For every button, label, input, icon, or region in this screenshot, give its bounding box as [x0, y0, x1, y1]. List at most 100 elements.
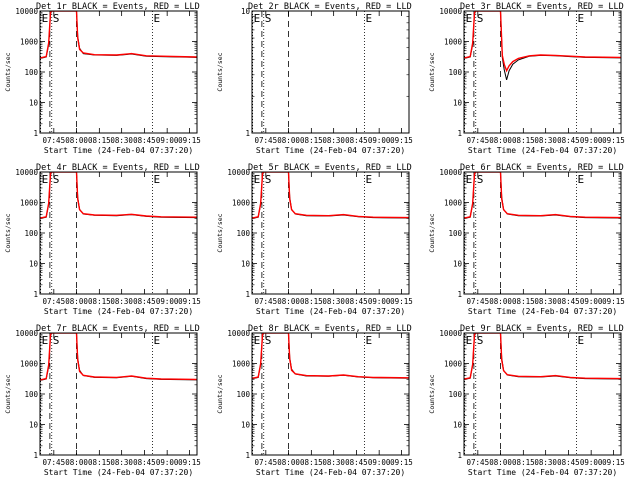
plot-frame — [39, 171, 198, 295]
x-tick-label: 09:15 — [390, 297, 413, 306]
x-tick-label: 08:00 — [489, 297, 512, 306]
x-tick-label: 08:00 — [65, 458, 88, 467]
x-tick-label: 07:45 — [43, 297, 66, 306]
marker-label: E — [153, 12, 160, 25]
y-tick-label: 1 — [33, 129, 38, 138]
y-tick-label: 10 — [241, 421, 251, 430]
x-tick-label: 08:45 — [345, 297, 368, 306]
x-tick-label: 08:30 — [322, 458, 345, 467]
series-lld — [252, 333, 409, 379]
marker-label: E — [254, 173, 261, 186]
marker-label: S — [265, 12, 272, 25]
y-tick-label: 1000 — [20, 360, 39, 369]
y-tick-label: 10 — [241, 7, 251, 16]
marker-label: S — [53, 334, 60, 347]
y-tick-label: 10 — [29, 421, 39, 430]
y-tick-label: 10000 — [439, 7, 462, 16]
x-tick-label: 09:15 — [178, 297, 201, 306]
series-lld — [40, 333, 197, 381]
series-events — [464, 333, 621, 380]
x-tick-label: 08:45 — [345, 458, 368, 467]
panel-det-6: Det 6r BLACK = Events, RED = LLD Counts/s… — [428, 163, 625, 316]
x-tick-label: 08:30 — [110, 458, 133, 467]
x-tick-label: 08:15 — [512, 458, 535, 467]
y-tick-label: 10000 — [439, 329, 462, 338]
marker-label: E — [254, 334, 261, 347]
x-tick-label: 09:15 — [602, 297, 625, 306]
plot-frame — [251, 10, 410, 134]
panel-title: Det 1r BLACK = Events, RED = LLD — [36, 2, 200, 12]
series-lld — [252, 172, 409, 219]
y-axis-label: Counts/sec — [216, 52, 224, 91]
y-tick-label: 100 — [448, 229, 462, 238]
x-axis-label: Start Time (24-Feb-04 07:37:20) — [44, 468, 193, 477]
panel-title: Det 2r BLACK = Events, RED = LLD — [248, 2, 412, 12]
panel-det-5: Det 5r BLACK = Events, RED = LLD Counts/s… — [216, 163, 413, 316]
plot-frame — [463, 171, 622, 295]
marker-label: S — [477, 334, 484, 347]
y-tick-label: 1000 — [20, 38, 39, 47]
marker-label: E — [42, 12, 49, 25]
marker-label: S — [477, 173, 484, 186]
y-tick-label: 10000 — [15, 7, 38, 16]
x-tick-label: 09:15 — [178, 458, 201, 467]
x-tick-label: 08:45 — [133, 458, 156, 467]
y-tick-label: 10000 — [227, 168, 250, 177]
x-axis-label: Start Time (24-Feb-04 07:37:20) — [468, 146, 617, 155]
panel-title: Det 8r BLACK = Events, RED = LLD — [248, 324, 412, 334]
series-events — [40, 11, 197, 59]
x-tick-label: 09:00 — [156, 136, 179, 145]
x-tick-label: 08:15 — [88, 458, 111, 467]
series-events — [252, 172, 409, 219]
y-tick-label: 10 — [453, 99, 463, 108]
marker-label: S — [265, 334, 272, 347]
y-tick-label: 10000 — [439, 168, 462, 177]
marker-label: E — [42, 334, 49, 347]
x-tick-label: 08:30 — [534, 297, 557, 306]
series-events — [464, 172, 621, 219]
series-lld — [40, 172, 197, 219]
x-tick-label: 08:00 — [65, 297, 88, 306]
x-tick-label: 08:00 — [277, 458, 300, 467]
x-tick-label: 08:00 — [65, 136, 88, 145]
plot-frame — [463, 332, 622, 456]
plot-frame — [39, 10, 198, 134]
y-tick-label: 100 — [236, 229, 250, 238]
y-tick-label: 100 — [24, 390, 38, 399]
y-axis-label: Counts/sec — [216, 374, 224, 413]
series-lld — [464, 172, 621, 219]
x-tick-label: 07:45 — [43, 136, 66, 145]
panel-det-8: Det 8r BLACK = Events, RED = LLD Counts/s… — [216, 324, 413, 477]
y-tick-label: 100 — [24, 229, 38, 238]
x-tick-label: 08:15 — [300, 458, 323, 467]
x-tick-label: 09:00 — [580, 458, 603, 467]
y-axis-label: Counts/sec — [428, 52, 436, 91]
x-axis-label: Start Time (24-Feb-04 07:37:20) — [468, 468, 617, 477]
x-axis-label: Start Time (24-Feb-04 07:37:20) — [256, 146, 405, 155]
marker-label: E — [466, 12, 473, 25]
x-tick-label: 08:30 — [110, 136, 133, 145]
y-axis-label: Counts/sec — [428, 213, 436, 252]
panel-det-1: Det 1r BLACK = Events, RED = LLD Counts/s… — [4, 2, 201, 155]
y-tick-label: 1000 — [232, 360, 251, 369]
panel-title: Det 5r BLACK = Events, RED = LLD — [248, 163, 412, 173]
marker-label: E — [365, 173, 372, 186]
y-axis-label: Counts/sec — [428, 374, 436, 413]
y-axis-label: Counts/sec — [4, 374, 12, 413]
marker-label: S — [265, 173, 272, 186]
y-tick-label: 10 — [29, 99, 39, 108]
panel-title: Det 6r BLACK = Events, RED = LLD — [460, 163, 624, 173]
panel-title: Det 7r BLACK = Events, RED = LLD — [36, 324, 200, 334]
y-tick-label: 10000 — [15, 168, 38, 177]
y-tick-label: 1000 — [20, 199, 39, 208]
x-tick-label: 08:00 — [277, 297, 300, 306]
x-axis-label: Start Time (24-Feb-04 07:37:20) — [44, 307, 193, 316]
y-tick-label: 1 — [33, 451, 38, 460]
x-tick-label: 08:30 — [534, 458, 557, 467]
x-tick-label: 08:15 — [512, 297, 535, 306]
marker-label: E — [42, 173, 49, 186]
panel-det-9: Det 9r BLACK = Events, RED = LLD Counts/s… — [428, 324, 625, 477]
panel-title: Det 4r BLACK = Events, RED = LLD — [36, 163, 200, 173]
marker-label: E — [577, 173, 584, 186]
x-tick-label: 08:30 — [534, 136, 557, 145]
